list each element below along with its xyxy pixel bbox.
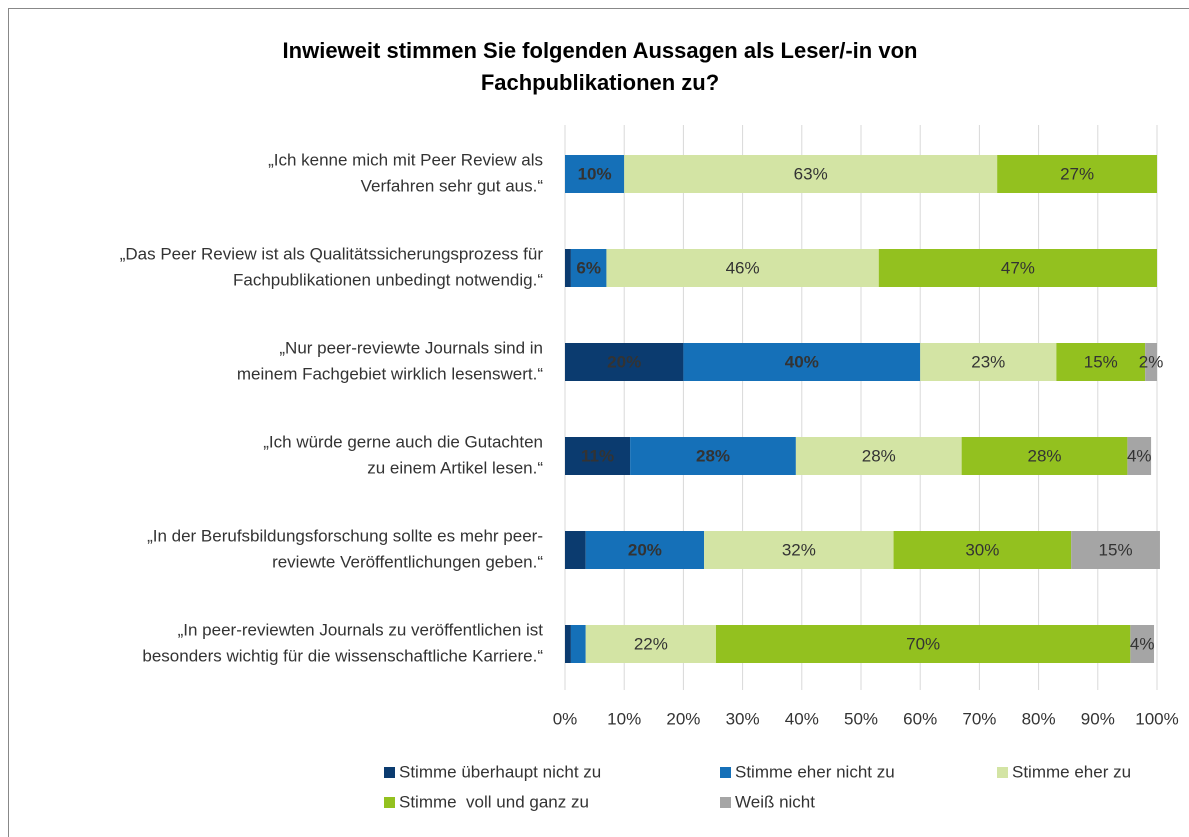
legend-marker xyxy=(720,797,731,808)
x-tick-label: 40% xyxy=(785,709,819,728)
legend-label: Stimme eher zu xyxy=(1012,762,1131,781)
bar-segment xyxy=(585,625,716,663)
legend-marker xyxy=(384,767,395,778)
legend-marker xyxy=(997,767,1008,778)
chart-title: Inwieweit stimmen Sie folgenden Aussagen… xyxy=(283,38,918,63)
x-tick-label: 100% xyxy=(1135,709,1178,728)
bar-segment xyxy=(570,625,586,663)
legend-label: Stimme voll und ganz zu xyxy=(399,792,589,811)
data-label: 27% xyxy=(1060,164,1094,183)
bar-segment xyxy=(878,249,1157,287)
bar-segment xyxy=(1145,343,1157,381)
data-label: 46% xyxy=(726,258,760,277)
bar-segment xyxy=(565,155,625,193)
bar-segment xyxy=(893,531,1072,569)
data-label: 47% xyxy=(1001,258,1035,277)
bar-segment xyxy=(1127,437,1152,475)
bar-segment xyxy=(1071,531,1160,569)
bar-segment xyxy=(565,531,586,569)
data-label: 10% xyxy=(578,164,612,183)
bar-segment xyxy=(961,437,1128,475)
bar-segment xyxy=(565,625,571,663)
x-tick-label: 50% xyxy=(844,709,878,728)
data-label: 20% xyxy=(628,540,662,559)
y-tick-label: zu einem Artikel lesen.“ xyxy=(367,458,543,477)
x-tick-label: 90% xyxy=(1081,709,1115,728)
data-label: 32% xyxy=(782,540,816,559)
data-label: 11% xyxy=(581,446,614,465)
bar-segment xyxy=(920,343,1057,381)
data-label: 40% xyxy=(785,352,819,371)
data-label: 28% xyxy=(696,446,730,465)
chart-title: Fachpublikationen zu? xyxy=(481,70,719,95)
x-tick-label: 0% xyxy=(553,709,578,728)
data-label: 63% xyxy=(794,164,828,183)
bar-segment xyxy=(715,625,1131,663)
bar-segment xyxy=(683,343,921,381)
x-tick-label: 60% xyxy=(903,709,937,728)
bar-segment xyxy=(585,531,705,569)
data-label: 28% xyxy=(862,446,896,465)
y-tick-label: „Das Peer Review ist als Qualitätssicher… xyxy=(120,244,544,263)
frame xyxy=(8,8,1189,837)
legend-label: Weiß nicht xyxy=(735,792,815,811)
data-label: 15% xyxy=(1084,352,1118,371)
legend-label: Stimme überhaupt nicht zu xyxy=(399,762,601,781)
bar-segment xyxy=(997,155,1157,193)
x-tick-label: 30% xyxy=(726,709,760,728)
bar-segment xyxy=(606,249,879,287)
bar-segment xyxy=(1130,625,1155,663)
y-tick-label: „Ich würde gerne auch die Gutachten xyxy=(263,432,543,451)
y-tick-label: „In peer-reviewten Journals zu veröffent… xyxy=(178,620,544,639)
data-label: 4% xyxy=(1127,446,1152,465)
bar-segment xyxy=(630,437,796,475)
legend-label: Stimme eher nicht zu xyxy=(735,762,895,781)
data-label: 15% xyxy=(1099,540,1133,559)
bar-segment xyxy=(624,155,998,193)
y-tick-label: „Ich kenne mich mit Peer Review als xyxy=(268,150,543,169)
bar-segment xyxy=(565,343,684,381)
legend-marker xyxy=(720,767,731,778)
data-label: 4% xyxy=(1130,634,1155,653)
data-label: 70% xyxy=(906,634,940,653)
data-label: 23% xyxy=(971,352,1005,371)
bar-segment xyxy=(704,531,894,569)
y-tick-label: Fachpublikationen unbedingt notwendig.“ xyxy=(233,270,543,289)
data-label: 6% xyxy=(576,258,601,277)
bar-segment xyxy=(1056,343,1146,381)
legend-marker xyxy=(384,797,395,808)
x-tick-label: 10% xyxy=(607,709,641,728)
bar-segment xyxy=(795,437,962,475)
x-tick-label: 70% xyxy=(962,709,996,728)
y-tick-label: besonders wichtig für die wissenschaftli… xyxy=(142,646,543,665)
bar-segment xyxy=(565,437,631,475)
y-tick-label: meinem Fachgebiet wirklich lesenswert.“ xyxy=(237,364,543,383)
y-tick-label: reviewte Veröffentlichungen geben.“ xyxy=(272,552,543,571)
x-tick-label: 20% xyxy=(666,709,700,728)
data-label: 30% xyxy=(965,540,999,559)
bar-segment xyxy=(570,249,607,287)
data-label: 2% xyxy=(1139,352,1164,371)
y-tick-label: „Nur peer-reviewte Journals sind in xyxy=(279,338,543,357)
y-tick-label: Verfahren sehr gut aus.“ xyxy=(361,176,544,195)
data-label: 22% xyxy=(634,634,668,653)
bar-segment xyxy=(565,249,571,287)
data-label: 28% xyxy=(1028,446,1062,465)
y-tick-label: „In der Berufsbildungsforschung sollte e… xyxy=(147,526,543,545)
x-tick-label: 80% xyxy=(1022,709,1056,728)
data-label: 20% xyxy=(607,352,641,371)
